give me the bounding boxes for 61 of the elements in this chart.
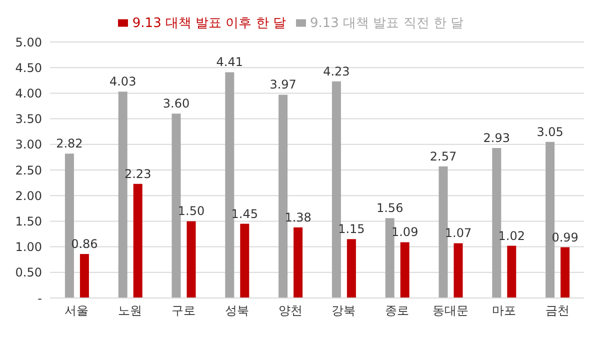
data-label: 1.50 bbox=[178, 204, 205, 218]
bar bbox=[80, 254, 89, 298]
data-label: 3.60 bbox=[162, 96, 190, 111]
y-tick-label: 4.00 bbox=[15, 86, 42, 100]
bar bbox=[507, 246, 516, 298]
bar bbox=[172, 114, 181, 298]
data-label: 1.15 bbox=[338, 222, 365, 236]
bar bbox=[438, 166, 448, 298]
x-tick-label: 동대문 bbox=[432, 304, 468, 318]
bar bbox=[346, 239, 356, 298]
bar bbox=[454, 243, 463, 298]
y-tick-label: 1.50 bbox=[15, 214, 42, 228]
y-tick-label: - bbox=[38, 291, 42, 306]
x-tick-label: 성북 bbox=[224, 304, 249, 318]
data-label: 1.09 bbox=[391, 225, 418, 240]
data-label: 2.82 bbox=[56, 136, 83, 151]
bar bbox=[225, 72, 234, 298]
data-label: 4.23 bbox=[323, 64, 350, 78]
data-label: 2.93 bbox=[483, 130, 510, 145]
data-label: 2.57 bbox=[430, 149, 457, 164]
legend-label: 9.13 대책 발표 이후 한 달 bbox=[132, 16, 286, 31]
data-label: 4.03 bbox=[109, 74, 136, 89]
data-label: 0.99 bbox=[552, 230, 578, 244]
y-tick-label: 2.50 bbox=[15, 163, 42, 178]
bar bbox=[186, 221, 196, 298]
data-label: 0.86 bbox=[71, 236, 98, 251]
x-tick-label: 금천 bbox=[545, 304, 570, 318]
bar bbox=[332, 81, 341, 298]
bar bbox=[385, 218, 394, 298]
bar bbox=[560, 247, 570, 298]
bar bbox=[240, 224, 250, 298]
data-label: 1.02 bbox=[498, 228, 526, 243]
data-label: 1.56 bbox=[376, 201, 404, 216]
y-tick-label: 3.50 bbox=[15, 112, 42, 126]
data-label: 3.97 bbox=[270, 78, 296, 92]
bar bbox=[492, 148, 502, 298]
legend-label: 9.13 대책 발표 직전 한 달 bbox=[310, 16, 464, 31]
data-label: 1.38 bbox=[284, 210, 312, 224]
data-label: 1.07 bbox=[444, 226, 472, 240]
y-tick-label: 4.50 bbox=[15, 60, 42, 75]
bar bbox=[133, 184, 142, 298]
x-tick-label: 구로 bbox=[172, 304, 196, 318]
x-tick-label: 서울 bbox=[64, 304, 89, 318]
x-tick-label: 양천 bbox=[278, 304, 302, 318]
bar bbox=[400, 242, 410, 298]
data-label: 2.23 bbox=[124, 166, 152, 181]
x-tick-label: 종로 bbox=[385, 304, 410, 318]
data-label: 4.41 bbox=[216, 55, 244, 70]
x-tick-label: 마포 bbox=[492, 304, 516, 318]
x-tick-label: 강북 bbox=[332, 304, 356, 318]
y-tick-label: 0.50 bbox=[15, 266, 42, 280]
x-tick-label: 노원 bbox=[118, 304, 142, 318]
y-tick-label: 3.00 bbox=[15, 138, 42, 152]
bar bbox=[64, 154, 74, 298]
y-tick-label: 5.00 bbox=[15, 35, 42, 50]
y-tick-label: 1.00 bbox=[15, 240, 42, 254]
data-label: 1.45 bbox=[231, 206, 258, 221]
data-label: 3.05 bbox=[536, 124, 564, 139]
bar bbox=[278, 94, 288, 298]
y-tick-label: 2.00 bbox=[15, 188, 42, 203]
bar bbox=[294, 227, 303, 298]
